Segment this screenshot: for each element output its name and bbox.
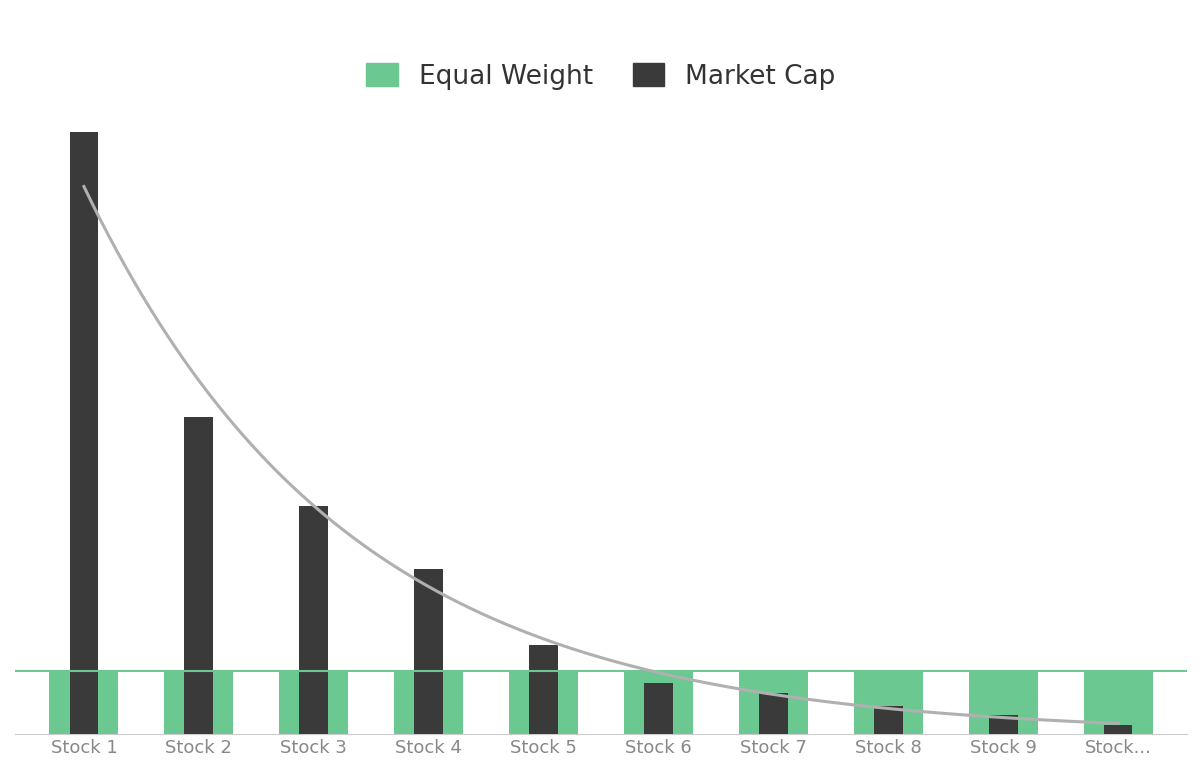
Bar <box>279 671 349 734</box>
Bar <box>510 671 578 734</box>
Bar <box>969 671 1037 734</box>
Bar <box>739 671 808 734</box>
Bar <box>1083 671 1153 734</box>
Bar <box>394 671 463 734</box>
Bar <box>644 683 673 734</box>
Legend: Equal Weight, Market Cap: Equal Weight, Market Cap <box>353 49 849 103</box>
Bar <box>70 131 99 734</box>
Bar <box>415 569 444 734</box>
Bar <box>529 645 558 734</box>
Bar <box>853 671 923 734</box>
Bar <box>184 417 213 734</box>
Bar <box>758 693 787 734</box>
Bar <box>165 671 233 734</box>
Bar <box>989 715 1018 734</box>
Bar <box>49 671 119 734</box>
Bar <box>874 706 903 734</box>
Bar <box>1103 725 1132 734</box>
Bar <box>299 506 328 734</box>
Bar <box>624 671 692 734</box>
